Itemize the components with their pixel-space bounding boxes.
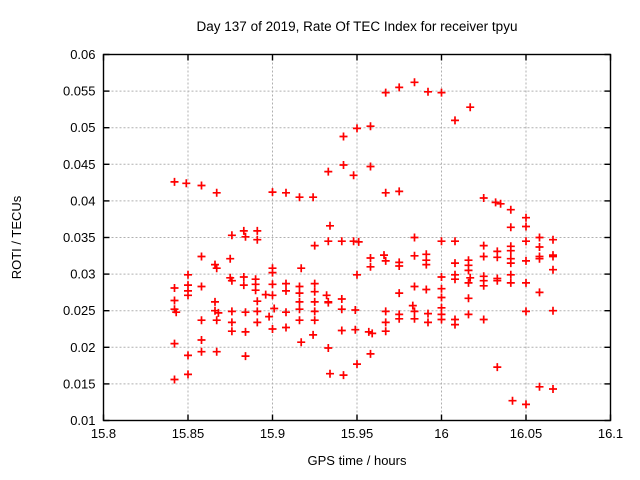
x-tick-label: 16 [434, 426, 448, 441]
y-tick-label: 0.015 [63, 376, 96, 391]
y-tick-label: 0.025 [63, 303, 96, 318]
y-axis-label: ROTI / TECUs [9, 195, 24, 279]
x-tick-label: 15.85 [172, 426, 205, 441]
chart-title: Day 137 of 2019, Rate Of TEC Index for r… [197, 19, 518, 34]
x-tick-label: 16.1 [598, 426, 623, 441]
y-tick-label: 0.02 [70, 340, 95, 355]
y-tick-label: 0.01 [70, 413, 95, 428]
scatter-series-ROTI [170, 78, 557, 409]
y-tick-label: 0.04 [70, 193, 95, 208]
x-tick-label: 15.8 [91, 426, 116, 441]
y-tick-label: 0.03 [70, 267, 95, 282]
x-axis-label: GPS time / hours [308, 453, 407, 468]
x-tick-label: 16.05 [510, 426, 543, 441]
y-tick-label: 0.055 [63, 84, 96, 99]
y-tick-label: 0.05 [70, 120, 95, 135]
x-tick-label: 15.95 [341, 426, 374, 441]
y-tick-label: 0.06 [70, 47, 95, 62]
tick-labels: 15.8 15.85 15.9 15.95 16 16.05 16.1 0.01 0.015 0.… [63, 47, 623, 441]
axis-ticks [102, 53, 612, 422]
data-points [170, 78, 557, 409]
x-tick-label: 15.9 [260, 426, 285, 441]
y-tick-label: 0.035 [63, 230, 96, 245]
y-tick-label: 0.045 [63, 157, 96, 172]
